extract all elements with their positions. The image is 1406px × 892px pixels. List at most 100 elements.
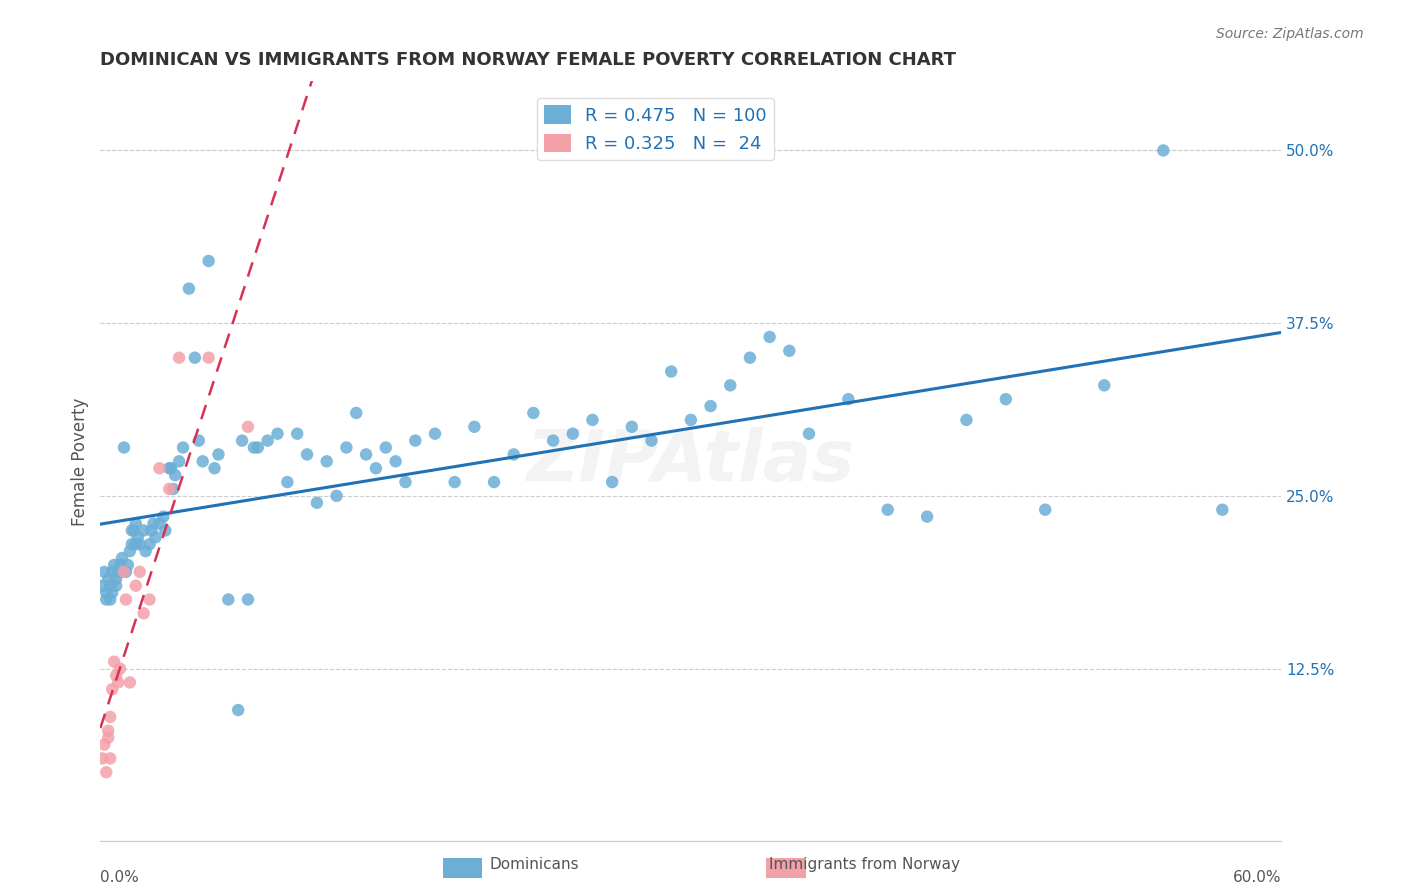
Point: [276, 475, 298, 489]
Point: [135, 544, 157, 558]
Point: [640, 434, 662, 448]
Point: [105, 572, 128, 586]
Text: Source: ZipAtlas.com: Source: ZipAtlas.com: [1216, 27, 1364, 41]
Point: [679, 413, 702, 427]
Point: [344, 406, 367, 420]
Point: [394, 475, 416, 489]
Point: [374, 441, 396, 455]
Point: [108, 565, 131, 579]
Point: [160, 461, 183, 475]
Point: [108, 662, 131, 676]
Point: [197, 351, 219, 365]
Point: [1033, 502, 1056, 516]
Point: [364, 461, 387, 475]
Point: [915, 509, 938, 524]
Point: [108, 558, 131, 572]
Text: Immigrants from Norway: Immigrants from Norway: [769, 857, 960, 872]
Point: [128, 565, 150, 579]
Point: [778, 343, 800, 358]
Point: [115, 565, 138, 579]
Point: [423, 426, 446, 441]
Point: [157, 461, 180, 475]
Point: [266, 426, 288, 441]
Point: [112, 565, 135, 579]
Point: [231, 434, 253, 448]
Point: [167, 454, 190, 468]
Point: [111, 551, 134, 566]
Y-axis label: Female Poverty: Female Poverty: [72, 397, 89, 525]
Point: [955, 413, 977, 427]
Point: [837, 392, 859, 406]
Point: [97, 723, 120, 738]
Point: [97, 731, 120, 745]
Point: [118, 675, 141, 690]
Point: [98, 751, 121, 765]
Point: [117, 558, 139, 572]
Point: [620, 419, 643, 434]
Point: [718, 378, 741, 392]
Point: [463, 419, 485, 434]
Point: [204, 461, 226, 475]
Point: [122, 524, 145, 538]
Point: [162, 482, 184, 496]
Point: [138, 537, 160, 551]
Point: [98, 710, 121, 724]
Point: [876, 502, 898, 516]
Point: [295, 447, 318, 461]
Text: 0.0%: 0.0%: [100, 870, 139, 885]
Point: [561, 426, 583, 441]
Point: [152, 509, 174, 524]
Point: [157, 482, 180, 496]
Point: [101, 682, 124, 697]
Point: [125, 579, 148, 593]
Point: [105, 579, 128, 593]
Point: [305, 496, 328, 510]
Point: [315, 454, 337, 468]
Point: [354, 447, 377, 461]
Point: [384, 454, 406, 468]
Point: [226, 703, 249, 717]
Point: [101, 585, 124, 599]
Point: [325, 489, 347, 503]
Point: [217, 592, 239, 607]
Point: [256, 434, 278, 448]
Point: [797, 426, 820, 441]
Point: [246, 441, 269, 455]
Point: [600, 475, 623, 489]
Point: [121, 524, 143, 538]
Point: [96, 585, 118, 599]
Point: [93, 565, 115, 579]
Point: [1211, 502, 1233, 516]
Point: [502, 447, 524, 461]
Point: [115, 592, 138, 607]
Point: [125, 537, 148, 551]
Point: [138, 592, 160, 607]
Text: Dominicans: Dominicans: [489, 857, 579, 872]
Point: [121, 537, 143, 551]
Point: [443, 475, 465, 489]
Point: [581, 413, 603, 427]
Point: [103, 655, 125, 669]
Point: [148, 516, 170, 531]
Point: [167, 351, 190, 365]
Point: [93, 738, 115, 752]
Point: [96, 592, 118, 607]
Point: [112, 441, 135, 455]
Point: [107, 565, 129, 579]
Point: [404, 434, 426, 448]
Point: [243, 441, 266, 455]
Point: [142, 516, 165, 531]
Point: [994, 392, 1017, 406]
Point: [141, 524, 163, 538]
Point: [145, 530, 167, 544]
Point: [758, 330, 780, 344]
Point: [101, 565, 124, 579]
Point: [184, 351, 207, 365]
Point: [98, 592, 121, 607]
Point: [335, 441, 357, 455]
Point: [236, 592, 259, 607]
Point: [103, 558, 125, 572]
Point: [172, 441, 194, 455]
Text: DOMINICAN VS IMMIGRANTS FROM NORWAY FEMALE POVERTY CORRELATION CHART: DOMINICAN VS IMMIGRANTS FROM NORWAY FEMA…: [100, 51, 956, 69]
Legend: R = 0.475   N = 100, R = 0.325   N =  24: R = 0.475 N = 100, R = 0.325 N = 24: [537, 98, 775, 161]
